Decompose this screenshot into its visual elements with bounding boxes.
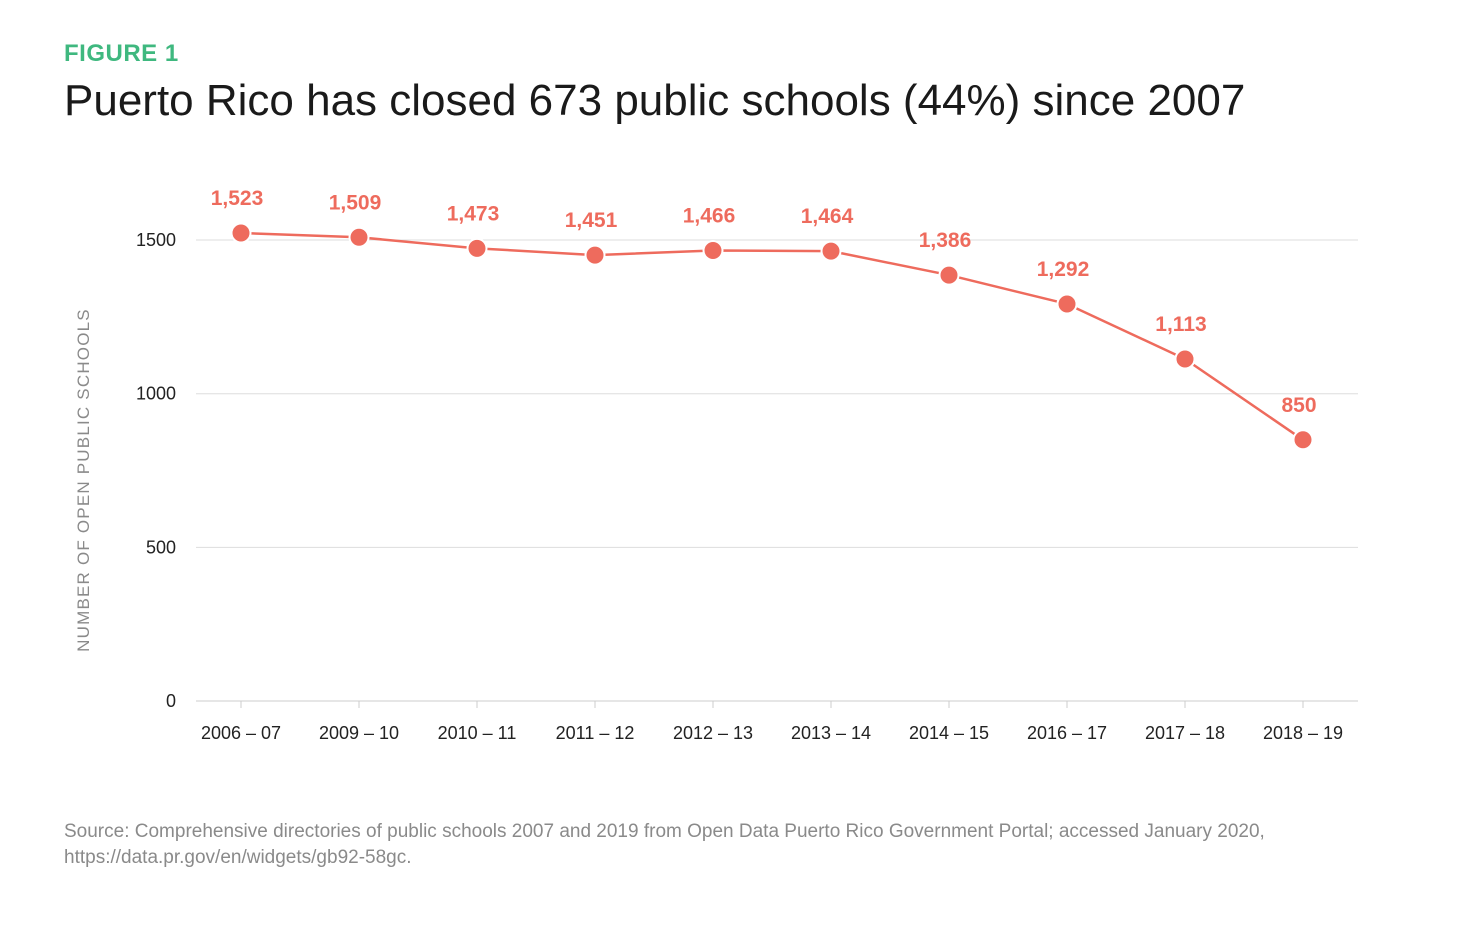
- x-tick-label: 2011 – 12: [556, 723, 635, 743]
- data-label: 1,509: [329, 191, 382, 214]
- data-point: [230, 222, 252, 244]
- x-tick-label: 2009 – 10: [319, 723, 399, 743]
- x-tick-label: 2012 – 13: [673, 723, 753, 743]
- data-point: [584, 244, 606, 266]
- x-tick-label: 2006 – 07: [201, 723, 281, 743]
- data-label: 850: [1281, 394, 1316, 417]
- data-label: 1,451: [565, 209, 618, 232]
- data-label: 1,473: [447, 202, 500, 225]
- line-chart: 0 500 1000 1500 2006 – 07 2009 – 10 2010 – 11 2…: [136, 187, 1358, 743]
- data-point: [466, 237, 488, 259]
- data-label: 1,466: [683, 204, 736, 227]
- data-point: [820, 240, 842, 262]
- x-tick-label: 2016 – 17: [1027, 723, 1107, 743]
- x-tick-label: 2010 – 11: [438, 723, 517, 743]
- data-point: [348, 226, 370, 248]
- data-label: 1,386: [919, 229, 972, 252]
- data-point: [938, 264, 960, 286]
- data-label: 1,523: [211, 187, 264, 210]
- data-point: [1292, 429, 1314, 451]
- data-label: 1,292: [1037, 258, 1090, 281]
- series-line: [240, 231, 1304, 441]
- x-tick-label: 2018 – 19: [1263, 723, 1343, 743]
- chart-title: Puerto Rico has closed 673 public school…: [64, 76, 1246, 125]
- data-point: [1174, 348, 1196, 370]
- y-tick-label: 500: [146, 537, 176, 557]
- data-label: 1,464: [801, 205, 854, 228]
- figure-label: FIGURE 1: [64, 40, 179, 67]
- y-tick-label: 0: [166, 691, 176, 711]
- y-tick-label: 1500: [136, 230, 176, 250]
- data-label: 1,113: [1155, 313, 1206, 336]
- x-tick-label: 2017 – 18: [1145, 723, 1225, 743]
- data-point: [1056, 293, 1078, 315]
- source-note: Source: Comprehensive directories of pub…: [64, 821, 1265, 868]
- x-tick-label: 2013 – 14: [791, 723, 871, 743]
- data-point: [702, 239, 724, 261]
- y-tick-label: 1000: [136, 384, 176, 404]
- x-tick-label: 2014 – 15: [909, 723, 989, 743]
